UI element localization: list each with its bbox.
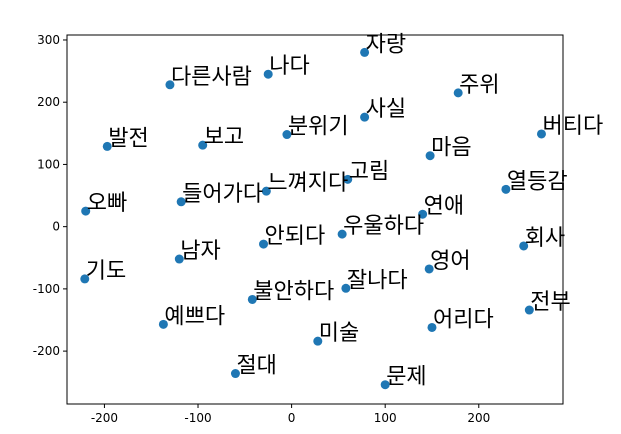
point-label: 보고 — [204, 125, 244, 150]
scatter-point — [427, 322, 437, 332]
point-label: 다른사람 — [171, 65, 252, 90]
scatter-point — [360, 47, 370, 57]
x-tick-label: 100 — [374, 411, 397, 425]
point-label: 들어가다 — [182, 182, 263, 207]
point-label: 회사 — [525, 226, 565, 251]
point-label: 버티다 — [542, 114, 603, 139]
point-label: 분위기 — [288, 115, 349, 140]
point-label: 오빠 — [87, 191, 127, 216]
x-axis-ticks: -200 -100 0 100 200 — [91, 404, 490, 425]
point-label: 안되다 — [265, 224, 326, 249]
scatter-point — [380, 380, 390, 390]
x-tick-label: 200 — [467, 411, 490, 425]
scatter-point — [165, 80, 175, 90]
scatter-point — [176, 197, 186, 207]
scatter-point — [337, 229, 347, 239]
point-label: 자랑 — [366, 32, 406, 57]
point-label: 느껴지다 — [267, 171, 348, 196]
axes-frame — [66, 34, 564, 405]
scatter-point — [418, 209, 428, 219]
point-label: 마음 — [431, 136, 471, 161]
point-label: 열등감 — [507, 169, 568, 194]
point-label: 발전 — [108, 126, 148, 151]
scatter-point — [158, 319, 168, 329]
point-label: 남자 — [180, 239, 220, 264]
point-label: 고림 — [349, 159, 389, 184]
x-tick-label: -100 — [184, 411, 211, 425]
scatter-point — [425, 151, 435, 161]
scatter-point — [524, 305, 534, 315]
scatter-point — [536, 129, 546, 139]
scatter-point — [102, 141, 112, 151]
y-tick-label: 0 — [52, 220, 60, 234]
point-label: 나다 — [269, 54, 309, 79]
y-tick-label: 200 — [37, 95, 60, 109]
point-label: 예쁘다 — [164, 304, 225, 329]
scatter-point — [341, 283, 351, 293]
point-label: 문제 — [386, 365, 426, 390]
point-label: 미술 — [319, 321, 359, 346]
scatter-point — [80, 274, 90, 284]
scatter-point — [343, 174, 353, 184]
scatter-point — [259, 239, 269, 249]
point-label: 영어 — [430, 249, 470, 274]
point-label: 절대 — [236, 354, 276, 379]
y-axis-ticks: -200 -100 0 100 200 300 — [33, 33, 67, 358]
point-label: 사실 — [366, 97, 406, 122]
scatter-point — [313, 336, 323, 346]
point-label: 전부 — [530, 290, 570, 315]
scatter-point — [198, 140, 208, 150]
scatter-point — [81, 206, 91, 216]
scatter-point — [230, 369, 240, 379]
y-tick-label: 300 — [37, 33, 60, 47]
point-label: 우울하다 — [343, 214, 424, 239]
point-label: 불안하다 — [253, 279, 334, 304]
scatter-point — [282, 130, 292, 140]
scatter-point — [261, 186, 271, 196]
scatter-point — [453, 88, 463, 98]
scatter-point — [174, 254, 184, 264]
x-tick-label: -200 — [91, 411, 118, 425]
scatter-point — [247, 294, 257, 304]
y-tick-label: 100 — [37, 157, 60, 171]
y-tick-label: -100 — [33, 282, 60, 296]
scatter-point — [424, 264, 434, 274]
point-label: 주위 — [459, 73, 499, 98]
y-tick-label: -200 — [33, 344, 60, 358]
scatter-point — [519, 241, 529, 251]
x-tick-label: 0 — [288, 411, 296, 425]
scatter-point — [360, 112, 370, 122]
point-label: 연애 — [424, 194, 464, 219]
point-label: 기도 — [86, 259, 126, 284]
point-label: 잘나다 — [347, 268, 408, 293]
scatter-point — [263, 69, 273, 79]
scatter-point — [501, 184, 511, 194]
point-label: 어리다 — [433, 307, 494, 332]
